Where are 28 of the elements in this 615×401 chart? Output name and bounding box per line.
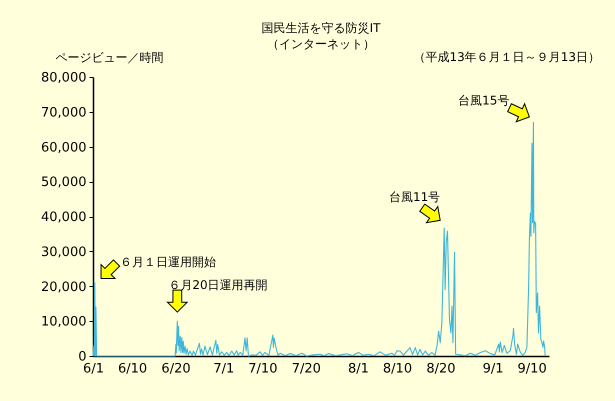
x-tick-label: 9/1 xyxy=(482,362,504,376)
x-tick-label: 8/10 xyxy=(382,362,412,376)
x-tick-label: 6/1 xyxy=(83,362,104,376)
x-tick-label: 6/10 xyxy=(118,362,148,376)
y-tick-label: 50,000 xyxy=(41,175,86,190)
y-tick-label: 60,000 xyxy=(41,140,86,156)
x-tick-label: 8/1 xyxy=(348,362,369,376)
x-tick-label: 8/20 xyxy=(426,362,456,376)
chart-subtitle: （インターネット） xyxy=(267,37,375,51)
y-tick-label: 40,000 xyxy=(41,210,86,225)
x-tick-label: 7/20 xyxy=(292,362,321,376)
annotation: 台風15号 xyxy=(458,93,510,108)
y-axis-title: ページビュー／時間 xyxy=(56,50,164,64)
y-tick-label: 70,000 xyxy=(41,105,86,120)
x-tick-label: 9/10 xyxy=(518,362,547,376)
annotation: ６月20日運用再開 xyxy=(168,278,268,292)
x-tick-label: 7/1 xyxy=(213,362,234,376)
x-tick-label: 7/10 xyxy=(248,362,278,376)
text: （平成13年６月１日～９月13日） xyxy=(413,50,600,64)
y-tick-label: 80,000 xyxy=(41,70,86,86)
y-tick-label: 0 xyxy=(78,350,86,364)
y-tick-label: 20,000 xyxy=(41,280,86,295)
x-tick-label: 6/20 xyxy=(161,362,191,376)
y-tick-label: 30,000 xyxy=(41,244,86,260)
annotation: ６月１日運用開始 xyxy=(120,254,216,269)
annotation: 台風11号 xyxy=(388,190,440,204)
chart-title: 国民生活を守る防災IT xyxy=(262,21,382,35)
y-tick-label: 10,000 xyxy=(41,314,86,330)
